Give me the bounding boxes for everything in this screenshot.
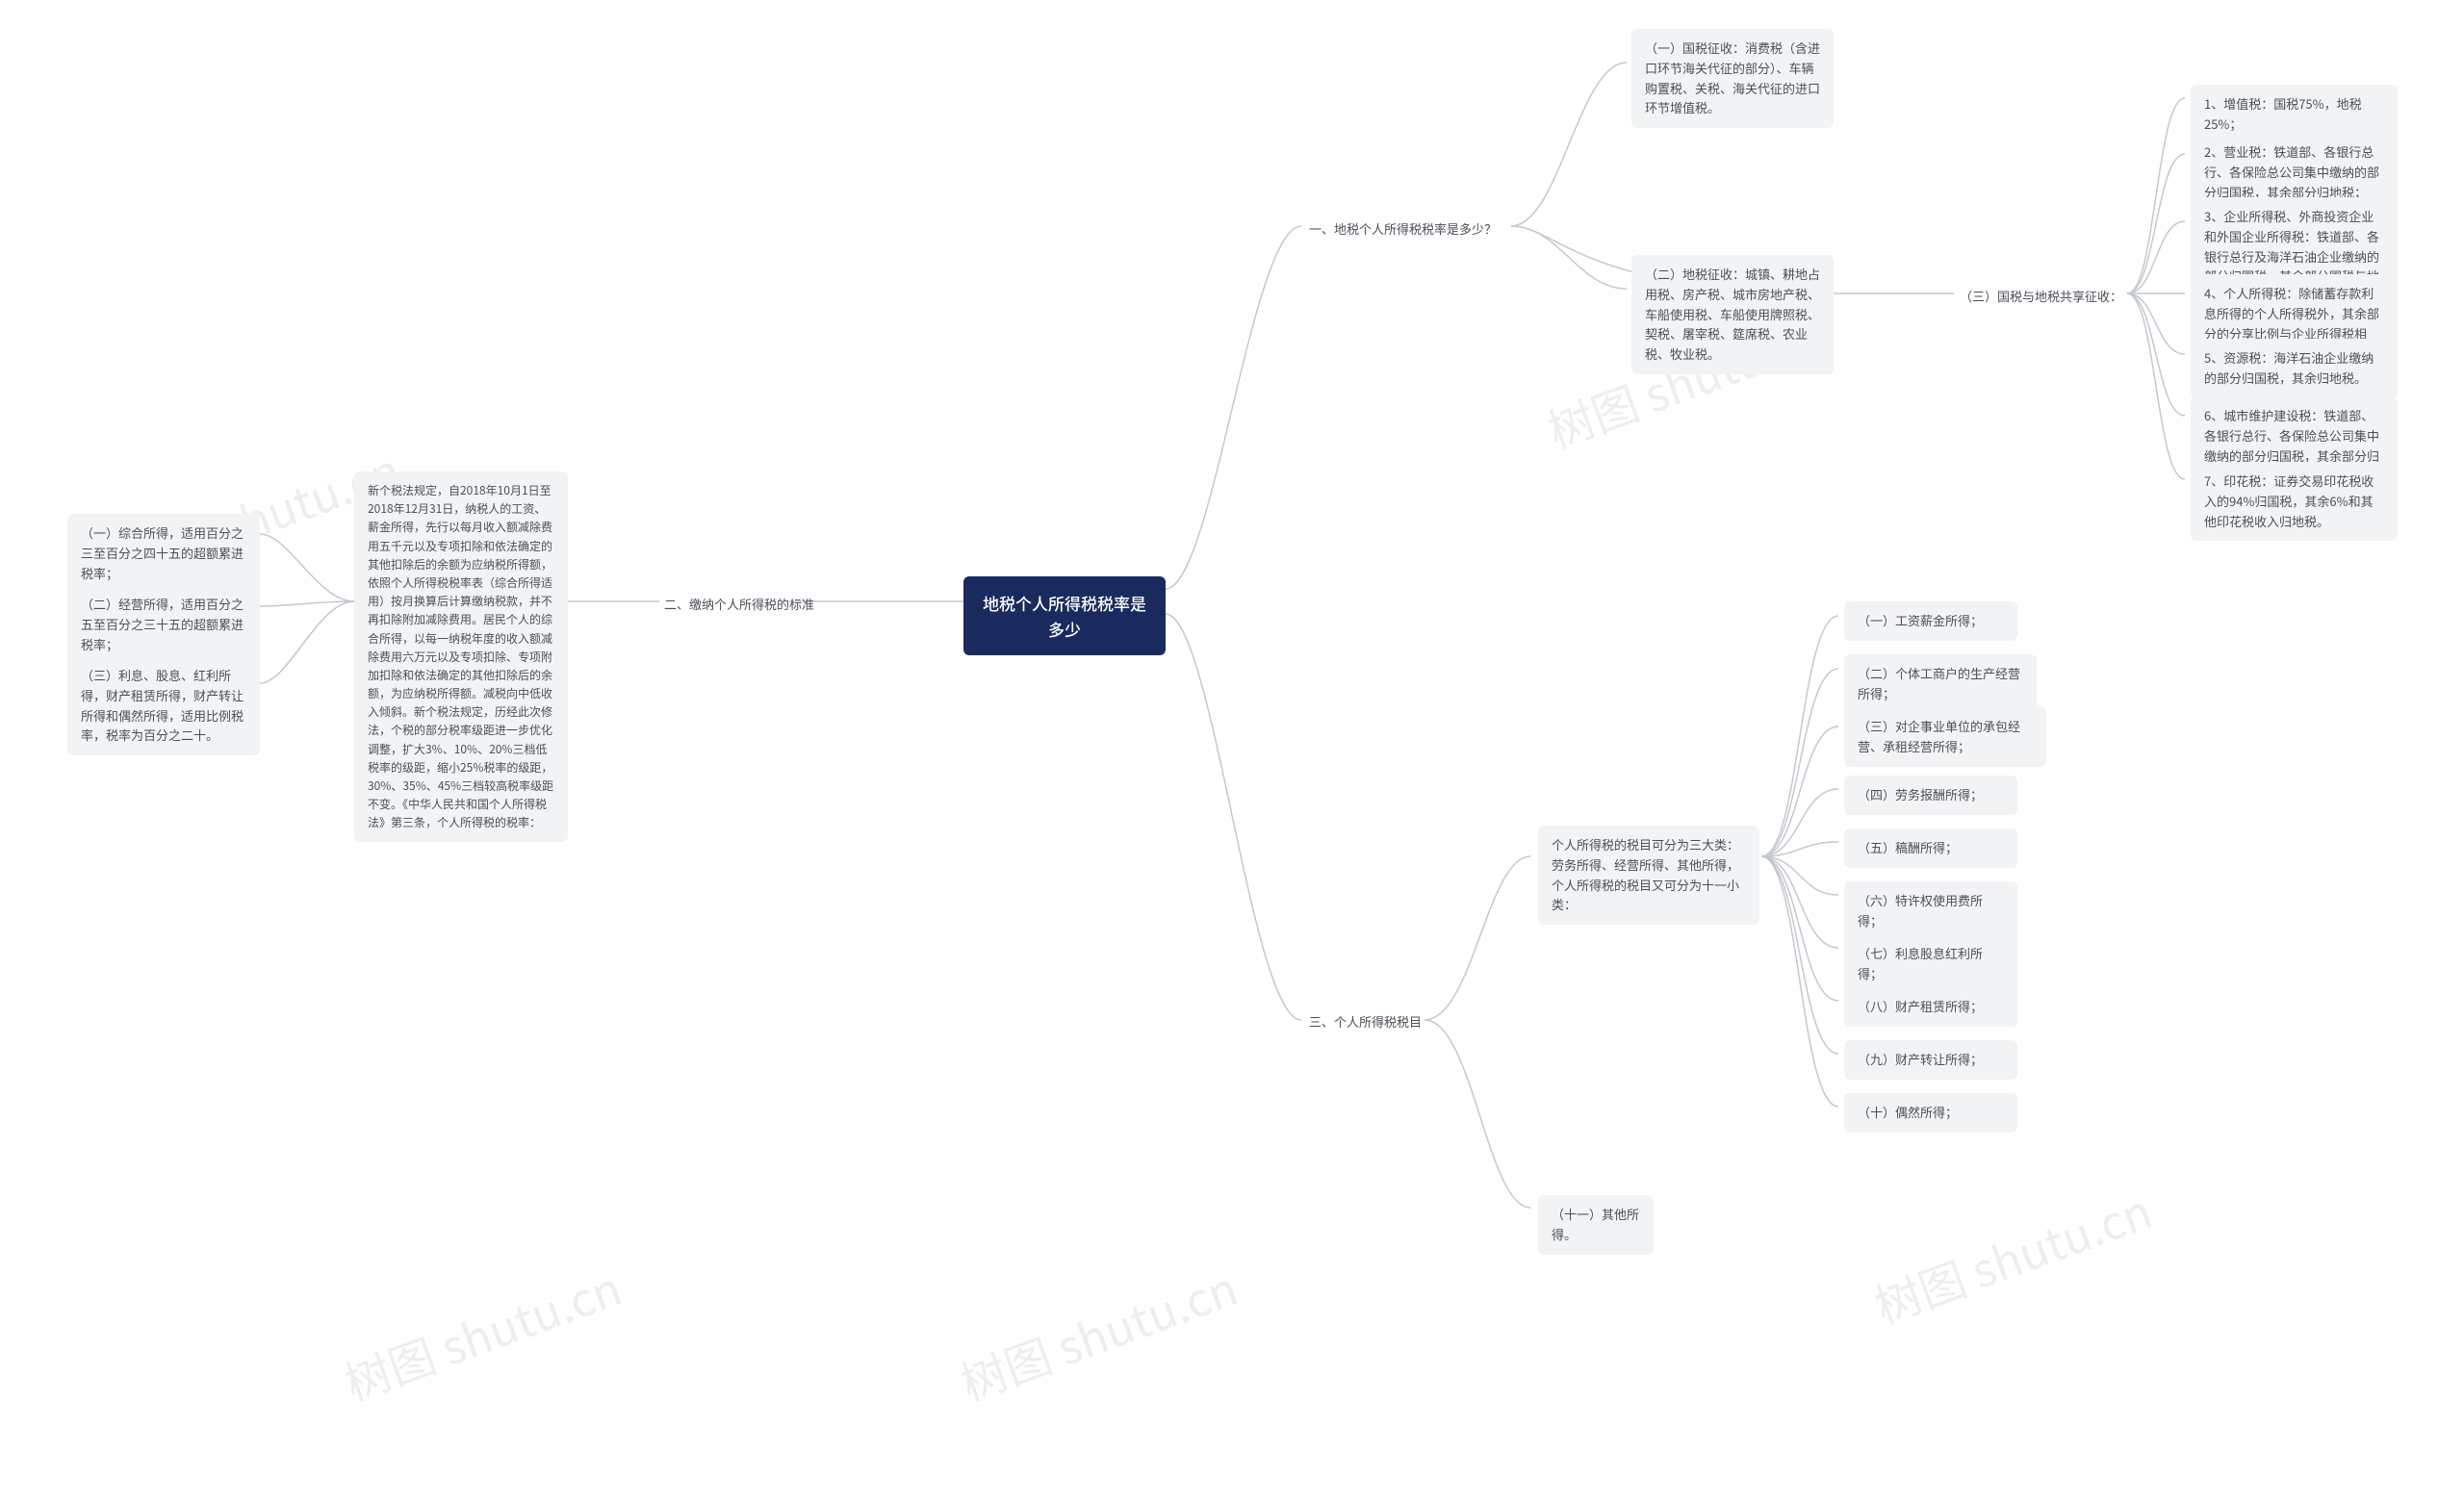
branch2-item-2: （二）经营所得，适用百分之五至百分之三十五的超额累进税率； <box>67 585 260 664</box>
branch3-extra: （十一）其他所得。 <box>1538 1195 1654 1255</box>
watermark: 树图 shutu.cn <box>950 1252 1245 1414</box>
branch3-sub-5: （五）稿酬所得； <box>1844 828 2017 868</box>
branch3-sub-2: （二）个体工商户的生产经营所得； <box>1844 654 2037 714</box>
branch1-item-b: （二）地税征收：城镇、耕地占用税、房产税、城市房地产税、车船使用税、车船使用牌照… <box>1631 255 1834 374</box>
branch2-desc: 新个税法规定，自2018年10月1日至2018年12月31日，纳税人的工资、薪金… <box>354 471 568 842</box>
watermark: 树图 shutu.cn <box>334 1252 629 1414</box>
branch1-item-a: （一）国税征收：消费税（含进口环节海关代征的部分）、车辆购置税、关税、海关代征的… <box>1631 29 1834 128</box>
branch2-item-1: （一）综合所得，适用百分之三至百分之四十五的超额累进税率； <box>67 514 260 593</box>
branch3-sub-1: （一）工资薪金所得； <box>1844 601 2017 641</box>
branch3-sub-8: （八）财产租赁所得； <box>1844 987 2017 1027</box>
branch3-sub-6: （六）特许权使用费所得； <box>1844 881 2017 941</box>
root-node[interactable]: 地税个人所得税税率是多少 <box>963 576 1166 655</box>
branch3-sub-10: （十）偶然所得； <box>1844 1093 2017 1133</box>
branch3-sub-3: （三）对企事业单位的承包经营、承租经营所得； <box>1844 707 2046 767</box>
branch2-label[interactable]: 二、缴纳个人所得税的标准 <box>664 595 814 615</box>
branch1-c-5: 5、资源税：海洋石油企业缴纳的部分归国税，其余归地税。 <box>2191 339 2398 398</box>
watermark: 树图 shutu.cn <box>1864 1175 2160 1337</box>
branch3-sub-9: （九）财产转让所得； <box>1844 1040 2017 1080</box>
branch1-item-c-label[interactable]: （三）国税与地税共享征收： <box>1960 287 2122 307</box>
branch2-item-3: （三）利息、股息、红利所得，财产租赁所得，财产转让所得和偶然所得，适用比例税率，… <box>67 656 260 755</box>
branch1-label[interactable]: 一、地税个人所得税税率是多少？ <box>1309 219 1497 240</box>
branch3-sub-label: 个人所得税的税目可分为三大类：劳务所得、经营所得、其他所得，个人所得税的税目又可… <box>1538 826 1759 925</box>
branch1-c-7: 7、印花税：证券交易印花税收入的94%归国税，其余6%和其他印花税收入归地税。 <box>2191 462 2398 541</box>
branch3-sub-7: （七）利息股息红利所得； <box>1844 934 2017 994</box>
branch3-sub-4: （四）劳务报酬所得； <box>1844 776 2017 815</box>
branch3-label[interactable]: 三、个人所得税税目 <box>1309 1012 1422 1032</box>
